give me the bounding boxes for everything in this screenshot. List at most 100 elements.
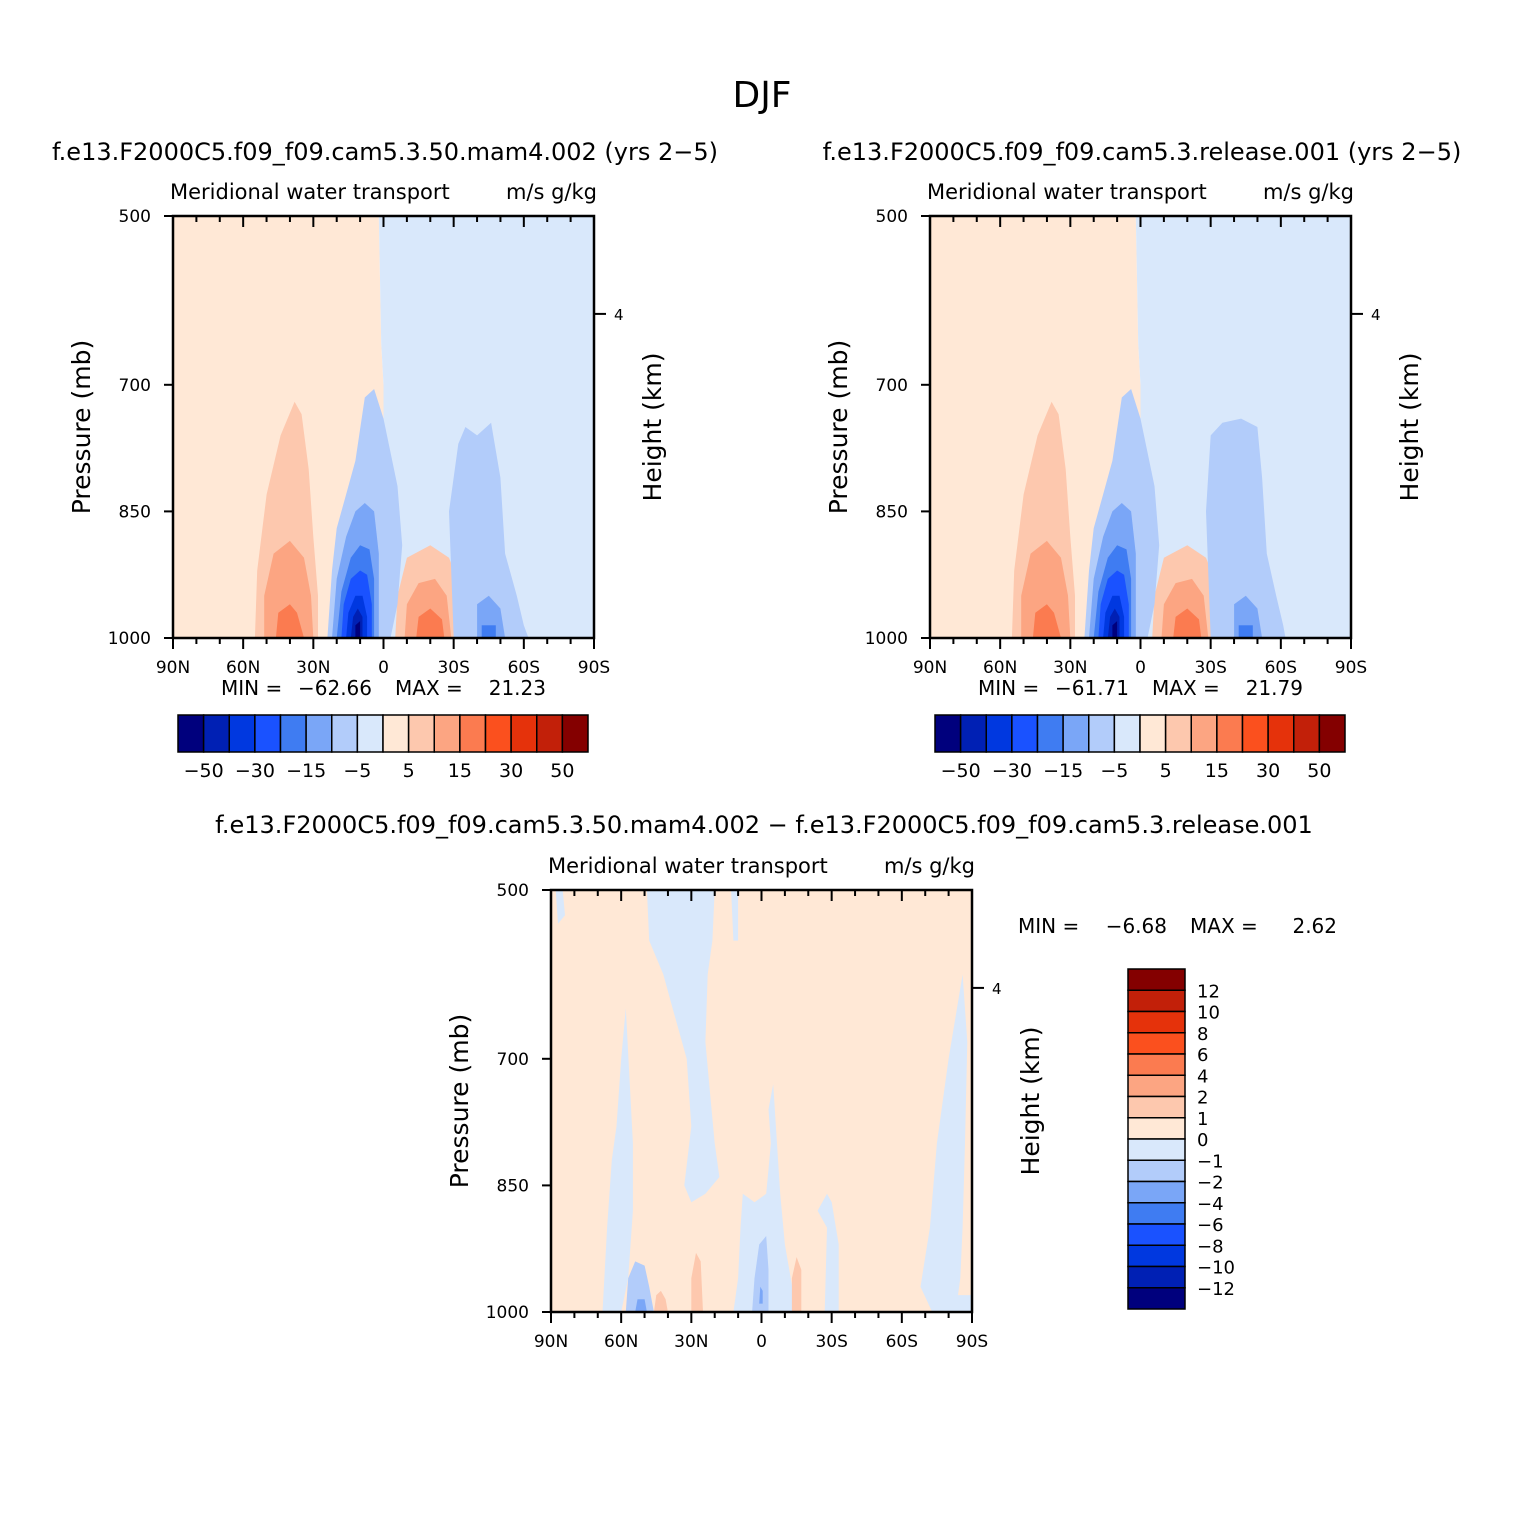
contour-region-13 (1238, 625, 1253, 638)
y-tick-label: 850 (119, 502, 151, 522)
figure-title: DJF (732, 75, 791, 116)
y-tick-label: 700 (497, 1050, 529, 1070)
panel-1: f.e13.F2000C5.f09_f09.cam5.3.50.mam4.002… (52, 138, 718, 782)
colorbar-box (985, 714, 1013, 753)
panel-subtitle-left: Meridional water transport (548, 854, 828, 878)
y-tick-label: 1000 (108, 629, 151, 649)
contour-region-9 (752, 1236, 769, 1312)
colorbar-label: −15 (1043, 760, 1083, 782)
y-axis-label: Pressure (mb) (67, 340, 96, 514)
x-tick-label: 30N (296, 658, 330, 678)
colorbar-box (1127, 1287, 1186, 1310)
panel-subtitle-right: m/s g/kg (1263, 180, 1354, 204)
colorbar-label: −1 (1197, 1151, 1224, 1172)
colorbar-label: −30 (992, 760, 1032, 782)
colorbar-box (254, 714, 282, 753)
contour-region-12 (653, 1290, 668, 1312)
contour-region-2 (646, 890, 720, 1203)
max-value: 2.62 (1292, 914, 1337, 938)
colorbar-label: −50 (941, 760, 981, 782)
contour-region-9 (1206, 418, 1286, 638)
x-tick-label: 0 (1135, 658, 1146, 678)
colorbar-box (331, 714, 359, 753)
x-tick-label: 60S (1265, 658, 1297, 678)
contour-region-9 (449, 422, 529, 638)
colorbar-label: −12 (1197, 1279, 1235, 1300)
colorbar-label: 0 (1197, 1130, 1208, 1151)
colorbar-box (934, 714, 962, 753)
colorbar-label: 8 (1197, 1024, 1208, 1045)
x-tick-label: 90S (578, 658, 610, 678)
panel-title: f.e13.F2000C5.f09_f09.cam5.3.50.mam4.002… (52, 138, 718, 166)
colorbar-label: 5 (403, 760, 415, 782)
colorbar-box (1139, 714, 1167, 753)
colorbar-box (1127, 1202, 1186, 1225)
colorbar-label: −8 (1197, 1236, 1224, 1257)
colorbar-box (1127, 1159, 1186, 1183)
colorbar-box (1127, 1032, 1186, 1055)
right-tick-label: 4 (992, 980, 1002, 998)
panel-subtitle-right: m/s g/kg (884, 854, 975, 878)
colorbar-box (1088, 714, 1116, 753)
contour-region-13 (691, 1252, 703, 1312)
y-axis-label-right: Height (km) (1016, 1027, 1045, 1176)
colorbar-box (382, 714, 410, 753)
min-value: −6.68 (1106, 914, 1167, 938)
colorbar-label: 5 (1160, 760, 1172, 782)
colorbar-box (407, 714, 435, 753)
colorbar-label: −50 (184, 760, 224, 782)
x-tick-label: 30S (437, 658, 469, 678)
colorbar-label: 30 (499, 760, 523, 782)
contour-region-7 (416, 608, 445, 638)
contour-region-7 (920, 974, 972, 1312)
colorbar-box (1190, 714, 1218, 753)
y-tick-label: 500 (497, 881, 529, 901)
colorbar-label: 6 (1197, 1045, 1208, 1066)
min-label: MIN = (221, 676, 282, 700)
colorbar-label: −6 (1197, 1215, 1224, 1236)
y-axis-label: Pressure (mb) (445, 1014, 474, 1188)
x-tick-label: 0 (378, 658, 389, 678)
max-label: MAX = (1190, 914, 1258, 938)
colorbar-label: 30 (1256, 760, 1280, 782)
y-tick-label: 850 (876, 502, 908, 522)
contour-region-10 (635, 1299, 647, 1312)
min-value: −61.71 (1055, 676, 1129, 700)
colorbar-label: 10 (1197, 1003, 1220, 1024)
colorbar-box (1062, 714, 1090, 753)
contour-region-1 (378, 216, 594, 638)
contour-region-11 (759, 1286, 763, 1304)
colorbar-box (1127, 1095, 1186, 1119)
colorbar-box (1127, 1265, 1186, 1289)
x-tick-label: 90N (913, 658, 947, 678)
y-tick-label: 1000 (486, 1303, 529, 1323)
right-tick-label: 4 (1371, 306, 1381, 324)
colorbar: −50 −30 −15 −5 5 15 30 50 (177, 714, 589, 782)
contour-region-0 (930, 216, 1141, 638)
x-tick-label: 90N (534, 1332, 568, 1352)
colorbar-box (1036, 714, 1064, 753)
panel-subtitle-left: Meridional water transport (170, 180, 450, 204)
colorbar-box (228, 714, 256, 753)
contour-region-0 (551, 890, 972, 1312)
y-tick-label: 500 (119, 207, 151, 227)
x-tick-label: 90S (956, 1332, 988, 1352)
max-value: 21.23 (489, 676, 546, 700)
contour-region-3 (1021, 540, 1071, 638)
colorbar-box (1127, 1138, 1186, 1161)
colorbar-box (1127, 1010, 1186, 1034)
colorbar-box (202, 714, 230, 753)
contour-region-4 (1032, 604, 1061, 638)
colorbar-box (356, 714, 384, 753)
colorbar-box (1241, 714, 1269, 753)
colorbar-box (1127, 1223, 1186, 1246)
colorbar-label: 1 (1197, 1109, 1208, 1130)
colorbar-box (536, 714, 564, 753)
x-tick-label: 90N (156, 658, 190, 678)
x-tick-label: 30S (815, 1332, 847, 1352)
colorbar-label: 50 (1307, 760, 1331, 782)
colorbar-label: −5 (343, 760, 371, 782)
y-tick-label: 700 (119, 376, 151, 396)
colorbar-label: 50 (550, 760, 574, 782)
